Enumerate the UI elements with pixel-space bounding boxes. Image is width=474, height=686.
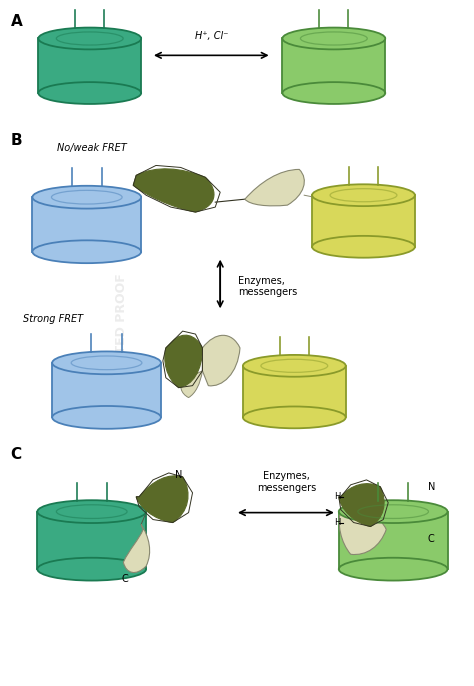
Ellipse shape <box>52 406 161 429</box>
Ellipse shape <box>38 82 141 104</box>
Text: B: B <box>11 132 22 147</box>
PathPatch shape <box>136 476 188 523</box>
Ellipse shape <box>37 500 146 523</box>
Polygon shape <box>312 196 415 247</box>
Ellipse shape <box>283 82 385 104</box>
Text: No/weak FRET: No/weak FRET <box>57 143 127 153</box>
Text: Enzymes,
messengers: Enzymes, messengers <box>238 276 297 297</box>
Polygon shape <box>243 366 346 417</box>
Text: N: N <box>428 482 435 492</box>
Text: H: H <box>334 493 340 501</box>
PathPatch shape <box>202 335 240 386</box>
Ellipse shape <box>37 558 146 580</box>
Polygon shape <box>283 38 385 93</box>
Polygon shape <box>32 197 141 252</box>
Text: C: C <box>122 574 129 584</box>
Text: N: N <box>175 470 182 480</box>
Text: ACCEPTED PROOF: ACCEPTED PROOF <box>115 273 128 399</box>
Text: Enzymes,
messengers: Enzymes, messengers <box>257 471 316 493</box>
Text: H: H <box>334 518 340 527</box>
Text: A: A <box>11 14 22 29</box>
Polygon shape <box>339 512 447 569</box>
PathPatch shape <box>165 335 202 388</box>
Polygon shape <box>52 363 161 417</box>
Text: Strong FRET: Strong FRET <box>23 314 82 324</box>
Ellipse shape <box>52 351 161 375</box>
Ellipse shape <box>312 185 415 206</box>
Ellipse shape <box>32 186 141 209</box>
Ellipse shape <box>38 27 141 49</box>
PathPatch shape <box>339 484 384 526</box>
PathPatch shape <box>181 370 202 398</box>
Ellipse shape <box>339 500 447 523</box>
Text: C: C <box>428 534 435 545</box>
PathPatch shape <box>245 169 304 206</box>
Text: H⁺, Cl⁻: H⁺, Cl⁻ <box>195 32 228 41</box>
Polygon shape <box>38 38 141 93</box>
PathPatch shape <box>123 525 150 573</box>
Ellipse shape <box>243 355 346 377</box>
Ellipse shape <box>312 236 415 258</box>
Ellipse shape <box>32 240 141 263</box>
PathPatch shape <box>339 510 386 554</box>
Text: C: C <box>11 447 22 462</box>
Ellipse shape <box>243 407 346 428</box>
Ellipse shape <box>283 27 385 49</box>
Polygon shape <box>37 512 146 569</box>
Ellipse shape <box>339 558 447 580</box>
PathPatch shape <box>133 169 214 212</box>
